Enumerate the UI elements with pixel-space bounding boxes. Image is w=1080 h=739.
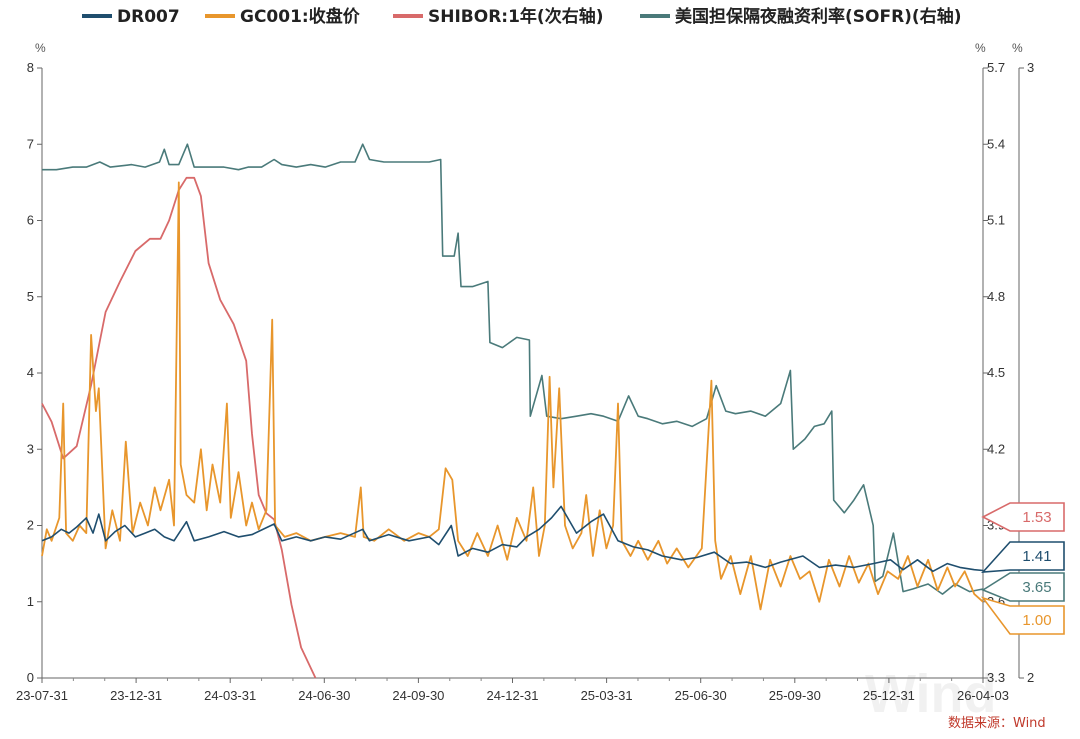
series-line-gc001 [41,181,984,611]
right-tick-label: 3.3 [987,670,1005,685]
series-line-sofr [42,143,984,595]
x-tick-label: 24-12-31 [486,688,538,703]
left-tick-label: 3 [27,441,34,456]
callout-box-sofr [981,572,1065,602]
callout-value-shibor: 1.53 [1022,509,1051,526]
x-tick-label: 25-12-31 [863,688,915,703]
x-tick-label: 25-03-31 [581,688,633,703]
right-tick-label: 4.5 [987,365,1005,380]
callout-box-shibor [981,502,1065,532]
x-tick-label: 24-09-30 [392,688,444,703]
callout-value-dr007: 1.41 [1022,548,1051,565]
source-label: 数据来源：Wind [948,716,1046,731]
callout-box-gc001 [980,596,1065,635]
callout-value-sofr: 3.65 [1022,579,1051,596]
x-tick-label: 24-06-30 [298,688,350,703]
series-line-dr007 [41,505,984,573]
left-tick-label: 8 [27,60,34,75]
right-tick-label: 4.8 [987,289,1005,304]
left-axis-unit: % [35,41,46,55]
left-tick-label: 2 [27,518,34,533]
x-tick-label: 23-12-31 [110,688,162,703]
right2-tick-label: 3 [1027,60,1034,75]
right2-tick-label: 2 [1027,670,1034,685]
left-tick-label: 1 [27,594,34,609]
plot-area [41,143,984,679]
left-tick-label: 7 [27,136,34,151]
legend-label-shibor: SHIBOR:1年(次右轴) [428,6,603,27]
right-tick-label: 5.7 [987,60,1005,75]
x-tick-label: 24-03-31 [204,688,256,703]
legend-label-dr007: DR007 [117,7,180,27]
watermark-text: Wind [865,664,996,724]
legend-item-dr007[interactable]: DR007 [82,7,180,27]
left-tick-label: 6 [27,213,34,228]
right-tick-label: 5.1 [987,213,1005,228]
left-tick-label: 0 [27,670,34,685]
left-tick-label: 4 [27,365,34,380]
legend-item-sofr[interactable]: 美国担保隔夜融资利率(SOFR)(右轴) [640,6,961,27]
x-tick-label: 26-04-03 [957,688,1009,703]
legend: DR007 GC001:收盘价 SHIBOR:1年(次右轴) 美国担保隔夜融资利… [82,6,961,27]
legend-item-shibor[interactable]: SHIBOR:1年(次右轴) [393,6,603,27]
legend-item-gc001[interactable]: GC001:收盘价 [205,6,361,27]
callout-value-gc001: 1.00 [1022,612,1051,629]
right2-axis-unit: % [1012,41,1023,55]
right-axis-unit: % [975,41,986,55]
left-tick-label: 5 [27,289,34,304]
right-tick-label: 5.4 [987,136,1005,151]
legend-label-sofr: 美国担保隔夜融资利率(SOFR)(右轴) [675,6,961,27]
axis-ticks: 0123456783.33.63.94.24.54.85.15.45.72323… [16,60,1034,703]
series-line-shibor [41,176,317,679]
callout-box-dr007 [981,541,1065,573]
right-tick-label: 4.2 [987,441,1005,456]
end-value-callouts: 1.53 1.41 3.65 1.00 [980,502,1065,635]
legend-label-gc001: GC001:收盘价 [240,6,361,27]
x-tick-label: 25-09-30 [769,688,821,703]
x-tick-label: 25-06-30 [675,688,727,703]
x-tick-label: 23-07-31 [16,688,68,703]
